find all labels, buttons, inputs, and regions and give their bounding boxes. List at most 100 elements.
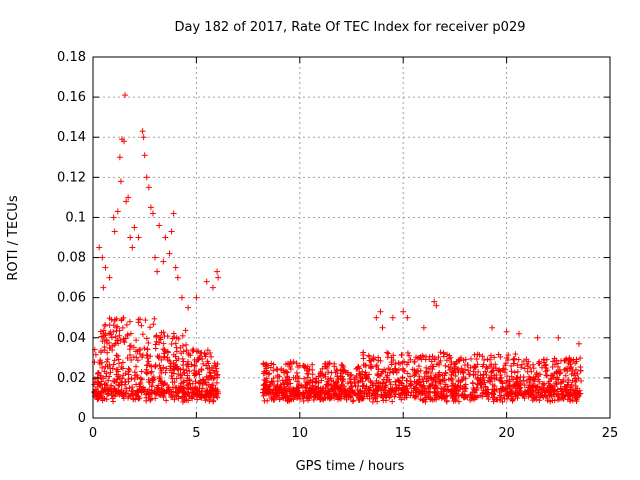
data-point <box>474 356 480 362</box>
data-point <box>160 340 167 347</box>
data-point <box>152 254 159 261</box>
data-point <box>106 330 112 337</box>
data-point <box>152 390 159 396</box>
data-point <box>462 366 468 373</box>
data-point <box>389 314 396 321</box>
data-point <box>566 355 573 361</box>
data-point <box>141 345 148 352</box>
data-point <box>120 365 126 372</box>
data-point <box>154 268 161 275</box>
data-point <box>377 373 383 379</box>
data-point <box>568 371 575 377</box>
data-point <box>260 360 267 367</box>
data-point <box>114 353 121 359</box>
data-point <box>519 392 526 399</box>
data-point <box>112 333 119 340</box>
data-point <box>371 395 377 401</box>
data-point <box>328 369 335 376</box>
data-point <box>515 382 522 389</box>
data-point <box>126 367 133 373</box>
data-point <box>504 373 510 379</box>
data-point <box>411 367 418 374</box>
data-point <box>122 92 129 99</box>
data-point <box>330 385 337 392</box>
data-point <box>160 364 167 371</box>
data-point <box>379 384 386 390</box>
data-point <box>261 361 267 368</box>
data-point <box>133 363 139 370</box>
data-point <box>98 349 104 356</box>
data-point <box>352 374 358 381</box>
data-point <box>508 387 515 394</box>
data-point <box>186 377 193 384</box>
data-point <box>497 397 503 404</box>
data-point <box>511 360 517 367</box>
data-point <box>305 374 311 381</box>
x-axis-label: GPS time / hours <box>296 459 405 474</box>
data-point <box>134 372 140 378</box>
data-point <box>527 365 533 371</box>
data-point <box>377 308 384 315</box>
data-point <box>185 352 192 358</box>
data-point <box>367 384 373 391</box>
data-point <box>111 378 118 385</box>
data-point <box>423 378 430 385</box>
data-point <box>488 352 494 359</box>
data-point <box>563 384 570 390</box>
data-point <box>537 371 543 378</box>
data-point <box>362 369 369 376</box>
data-point <box>318 377 325 384</box>
data-point <box>169 335 176 342</box>
data-point <box>166 250 173 257</box>
data-point <box>322 385 329 391</box>
data-point <box>174 274 181 281</box>
data-point <box>100 330 106 337</box>
data-point <box>205 376 211 383</box>
data-point <box>141 152 148 159</box>
data-point <box>437 376 443 383</box>
data-point <box>462 375 469 382</box>
data-point <box>336 391 343 398</box>
data-point <box>306 395 313 402</box>
data-point <box>104 385 110 391</box>
data-point <box>508 368 515 375</box>
data-point <box>542 362 549 369</box>
y-tick-label: 0.02 <box>57 371 86 386</box>
data-point <box>464 394 471 401</box>
data-point <box>138 322 145 329</box>
data-point <box>111 357 118 364</box>
data-point <box>568 387 574 393</box>
data-point <box>172 340 179 347</box>
plot-frame <box>92 56 611 419</box>
data-point <box>442 369 449 376</box>
data-point <box>270 390 276 396</box>
data-point <box>482 385 489 391</box>
data-point <box>398 352 405 358</box>
data-point <box>431 355 438 361</box>
data-point <box>163 365 170 372</box>
data-point <box>125 194 132 201</box>
data-point <box>473 387 479 393</box>
data-point <box>115 373 121 380</box>
data-point <box>451 367 458 373</box>
data-point <box>173 375 180 382</box>
data-point <box>483 364 490 370</box>
data-point <box>188 361 195 368</box>
data-point <box>322 371 329 377</box>
data-point <box>193 371 199 377</box>
data-point <box>514 374 521 381</box>
data-point <box>428 381 435 387</box>
data-point <box>355 383 361 389</box>
data-point <box>278 384 285 390</box>
data-point <box>426 365 432 372</box>
data-point <box>497 354 504 360</box>
data-point <box>544 396 551 402</box>
data-point <box>126 393 132 399</box>
data-point <box>151 316 158 322</box>
y-tick-label: 0.06 <box>57 291 86 306</box>
data-point <box>135 319 142 326</box>
data-point <box>183 347 190 353</box>
data-point <box>273 385 280 392</box>
data-point <box>153 332 160 339</box>
data-point <box>558 358 564 364</box>
